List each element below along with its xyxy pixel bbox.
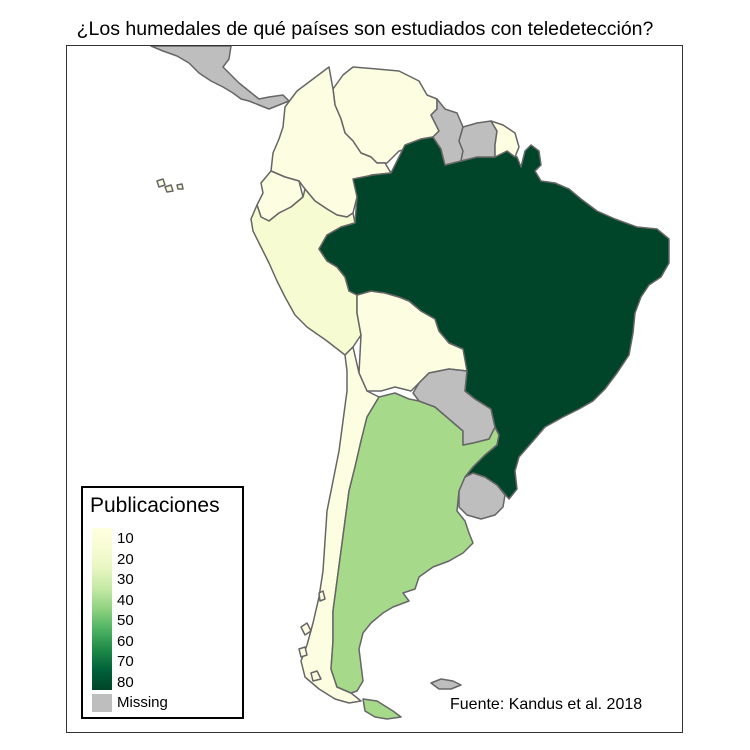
legend-label-80: 80: [117, 674, 134, 691]
map-legend: Publicaciones 10 20 30 40 50 60 70 80 Mi…: [81, 486, 244, 719]
legend-label-50: 50: [117, 612, 134, 629]
legend-missing-swatch: [92, 694, 112, 712]
country-guyana: [430, 98, 464, 166]
legend-color-scale: [92, 528, 112, 690]
country-brazil: [318, 136, 670, 500]
south-america-map: [150, 46, 670, 720]
legend-label-70: 70: [117, 653, 134, 670]
legend-label-60: 60: [117, 633, 134, 650]
legend-label-missing: Missing: [117, 694, 168, 711]
source-caption: Fuente: Kandus et al. 2018: [450, 696, 643, 713]
legend-label-30: 30: [117, 571, 134, 588]
country-argentina-tierra-del-fuego: [362, 698, 402, 720]
country-ecuador-galapagos: [156, 178, 184, 193]
legend-title: Publicaciones: [90, 494, 220, 517]
country-chile-islands: [298, 590, 326, 682]
legend-label-40: 40: [117, 592, 134, 609]
country-central-america: [150, 46, 290, 110]
legend-label-10: 10: [117, 530, 134, 547]
country-paraguay: [412, 368, 496, 446]
country-suriname: [458, 120, 498, 162]
map-title: ¿Los humedales de qué países son estudia…: [76, 18, 654, 40]
country-french-guiana: [490, 120, 520, 158]
legend-label-20: 20: [117, 551, 134, 568]
country-falkland-islands: [430, 678, 462, 690]
